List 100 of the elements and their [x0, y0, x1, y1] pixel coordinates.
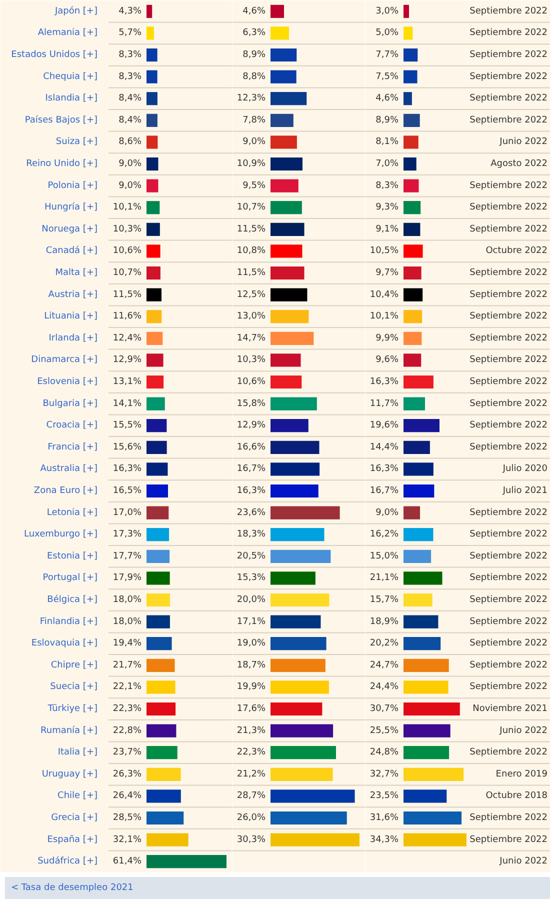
text: Septiembre 2022 [470, 834, 548, 845]
data-label: 16,5% [112, 486, 142, 496]
bar [146, 288, 162, 302]
bar [146, 811, 184, 825]
y-tick-label: Islandia [+] [45, 94, 98, 104]
data-label: 7,8% [242, 115, 266, 126]
bar [146, 222, 160, 236]
bar [404, 354, 422, 367]
y-tick-label: Luxemburgo [+] [24, 530, 98, 540]
bar [270, 462, 320, 476]
data-label: 16,3% [370, 377, 399, 387]
data-label: 19,6% [370, 420, 399, 431]
data-label: 21,7% [112, 660, 142, 670]
bar [146, 550, 170, 563]
data-label: 24,8% [370, 748, 399, 758]
bar [146, 419, 167, 432]
bar [270, 375, 302, 389]
bar [270, 92, 307, 106]
bar [404, 680, 448, 694]
data-label: 16,2% [370, 530, 399, 540]
data-label: 3,0% [376, 6, 399, 16]
text: Septiembre 2022 [470, 202, 548, 213]
data-label: 9,0% [242, 137, 266, 148]
data-label: 5,0% [376, 28, 399, 38]
data-label: 4,6% [376, 94, 399, 104]
bar [404, 157, 416, 171]
bar [404, 833, 466, 846]
data-label: 9,0% [376, 508, 399, 518]
bar [146, 658, 175, 672]
data-label: 14,7% [236, 333, 266, 344]
text: < Tasa de desempleo 2021 [11, 882, 134, 895]
y-tick-label: Hungría [+] [44, 202, 98, 213]
text: Julio 2020 [502, 464, 548, 474]
data-label: 12,3% [236, 94, 266, 104]
data-label: 8,4% [118, 94, 142, 104]
data-label: 11,5% [236, 268, 266, 278]
bar [146, 48, 158, 62]
bar [146, 354, 164, 367]
data-label: 8,3% [118, 72, 142, 82]
text: Septiembre 2022 [470, 115, 548, 126]
bar [146, 266, 160, 280]
text: Septiembre 2022 [470, 50, 548, 60]
bar [146, 179, 158, 192]
bar [146, 746, 178, 760]
data-label: 23,5% [370, 791, 399, 802]
bar [270, 70, 296, 84]
text: Septiembre 2022 [470, 682, 548, 692]
bar [270, 26, 290, 40]
bar [404, 484, 434, 498]
y-tick-label: Alemania [+] [38, 28, 98, 38]
data-label: 12,5% [236, 290, 266, 300]
bar [270, 48, 297, 62]
y-tick-label: Bulgaria [+] [42, 398, 98, 409]
bar [270, 179, 298, 192]
bar [146, 26, 154, 40]
bar [404, 440, 430, 454]
bar [404, 92, 412, 106]
bar [404, 114, 420, 127]
text: Septiembre 2022 [470, 573, 548, 584]
data-label: 25,5% [370, 726, 399, 736]
text: Septiembre 2022 [470, 442, 548, 452]
bar [404, 811, 462, 825]
data-label: 18,0% [112, 616, 142, 627]
bar [146, 593, 170, 607]
data-label: 10,7% [112, 268, 142, 278]
text: Noviembre 2021 [472, 704, 548, 714]
bar [146, 680, 176, 694]
data-label: 10,3% [236, 355, 266, 366]
text: Septiembre 2022 [470, 813, 548, 823]
data-label: 11,6% [112, 312, 142, 322]
text: Septiembre 2022 [470, 398, 548, 409]
bar [270, 310, 309, 324]
data-label: 9,0% [118, 159, 142, 169]
bar [146, 855, 226, 868]
bar [270, 136, 297, 149]
data-label: 10,1% [370, 312, 399, 322]
bar [404, 222, 420, 236]
data-label: 10,3% [112, 224, 142, 234]
bar [146, 310, 162, 324]
y-tick-label: Francia [+] [48, 442, 98, 452]
bar [270, 397, 317, 410]
data-label: 16,3% [370, 464, 399, 474]
data-label: 30,3% [236, 834, 266, 845]
bar [270, 790, 355, 803]
text: Septiembre 2022 [470, 180, 548, 191]
data-label: 28,5% [112, 813, 142, 823]
data-label: 8,3% [118, 50, 142, 60]
y-tick-label: Rumanía [+] [40, 724, 98, 736]
y-tick-label: Países Bajos [+] [24, 114, 98, 126]
data-label: 15,3% [236, 573, 266, 584]
bar [270, 680, 329, 694]
y-tick-label: Finlandia [+] [40, 616, 98, 627]
text: Septiembre 2022 [470, 508, 548, 518]
y-tick-label: Estados Unidos [+] [11, 50, 98, 60]
text: Julio 2021 [502, 486, 548, 496]
y-tick-label: Eslovaquia [+] [31, 638, 98, 649]
data-label: 8,6% [118, 137, 142, 148]
data-label: 8,9% [242, 50, 266, 60]
data-label: 10,1% [112, 202, 142, 213]
data-label: 22,3% [112, 704, 142, 714]
